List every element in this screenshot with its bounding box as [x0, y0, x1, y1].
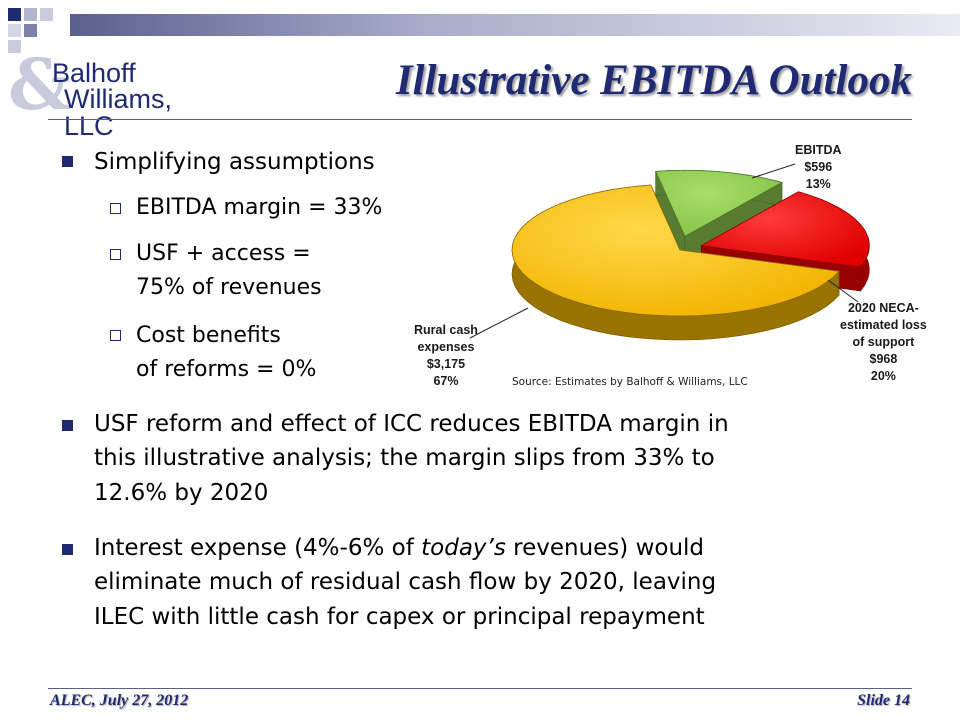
chart-label-neca: 2020 NECA- estimated loss of support $96…	[840, 300, 927, 385]
pie-slice-top	[511, 184, 840, 317]
bullet-marker	[62, 156, 73, 167]
pie-slice	[511, 184, 840, 341]
pie-slice-side	[701, 191, 799, 271]
bullet-usf-reform-line3: 12.6% by 2020	[94, 480, 269, 506]
chart-label-text: estimated loss	[840, 318, 927, 332]
corner-square-light	[24, 8, 37, 21]
pie-slice-side	[798, 191, 870, 292]
bullet-interest-text-a: Interest expense (4%-6% of	[94, 535, 422, 561]
leader-line-ebitda	[751, 163, 796, 179]
corner-square-mid	[24, 24, 37, 37]
pie-slice-side	[655, 171, 686, 261]
chart-label-text: 20%	[870, 369, 896, 383]
company-logo: & Balhoff Williams, LLC	[6, 50, 216, 140]
bullet-simplifying: Simplifying assumptions	[94, 149, 375, 175]
pie-slice	[655, 169, 783, 261]
chart-label-text: Rural cash	[414, 323, 478, 337]
pie-slice-side	[650, 184, 681, 275]
pie-slice-top	[655, 169, 783, 237]
sub-bullet-usf-line2: 75% of revenues	[136, 275, 322, 300]
bullet-interest-text-b: revenues) would	[505, 535, 705, 561]
logo-text-balhoff: Balhoff	[52, 58, 136, 88]
sub-bullet-marker	[110, 330, 121, 341]
chart-label-text: of support	[852, 335, 915, 349]
sub-bullet-cost-line1: Cost benefits	[136, 323, 281, 348]
pie-slice-top	[700, 191, 870, 268]
footer-event: ALEC, July 27, 2012	[50, 692, 189, 709]
chart-label-text: EBITDA	[795, 143, 842, 157]
leader-line-neca	[827, 279, 859, 303]
chart-label-text: $968	[869, 352, 898, 366]
pie-slice-side	[701, 245, 861, 292]
logo-ampersand: &	[8, 43, 72, 126]
sub-bullet-marker	[110, 249, 121, 260]
bullet-interest-emphasis: today’s	[421, 535, 506, 561]
pie-slice-side	[679, 249, 840, 296]
pie-slice-side	[511, 184, 840, 341]
chart-label-text: $596	[804, 160, 833, 174]
sub-bullet-usf-line1: USF + access =	[136, 241, 311, 266]
corner-square-pale	[8, 24, 21, 37]
bullet-interest-line3: ILEC with little cash for capex or princ…	[94, 604, 705, 630]
chart-label-text: $3,175	[426, 357, 466, 371]
chart-label-text: 67%	[433, 374, 459, 388]
slide-title: Illustrative EBITDA Outlook	[395, 57, 912, 104]
bullet-usf-reform-line1: USF reform and effect of ICC reduces EBI…	[94, 411, 729, 437]
corner-square-navy	[8, 8, 21, 21]
leader-line-rural	[469, 307, 529, 339]
sub-bullet-marker	[110, 203, 121, 214]
pie-slice	[700, 191, 870, 292]
chart-label-text: expenses	[417, 340, 475, 354]
bullet-usf-reform-line2: this illustrative analysis; the margin s…	[94, 445, 715, 471]
corner-square-light3	[8, 40, 21, 53]
footer-divider	[48, 688, 912, 689]
footer-slide-number: Slide 14	[857, 692, 910, 709]
pie-slice-side	[684, 181, 783, 261]
bullet-interest-line1: Interest expense (4%-6% of today’s reven…	[94, 531, 704, 565]
header-band	[70, 14, 960, 36]
title-divider	[48, 119, 912, 120]
chart-label-rural: Rural cash expenses $3,175 67%	[414, 322, 478, 390]
logo-text-williams: Williams, LLC	[64, 84, 172, 141]
bullet-marker	[62, 544, 73, 555]
sub-bullet-ebitda-margin: EBITDA margin = 33%	[136, 195, 383, 220]
chart-label-ebitda: EBITDA $596 13%	[795, 142, 842, 193]
bullet-interest-line2: eliminate much of residual cash flow by …	[94, 569, 717, 595]
chart-source: Source: Estimates by Balhoff & Williams,…	[512, 376, 748, 388]
corner-square-light2	[40, 8, 53, 21]
chart-label-text: 13%	[805, 177, 831, 191]
chart-label-text: 2020 NECA-	[847, 301, 919, 315]
bullet-marker	[62, 420, 73, 431]
pie-slice-side	[655, 170, 783, 207]
sub-bullet-cost-line2: of reforms = 0%	[136, 357, 317, 382]
